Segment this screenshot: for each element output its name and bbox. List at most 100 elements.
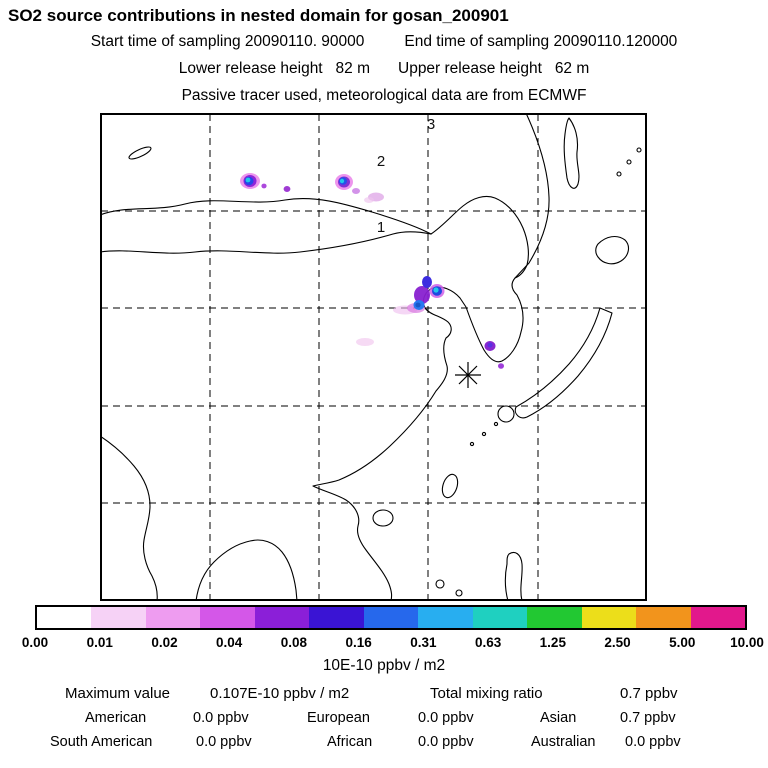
colorbar-tick-label: 10.00 [730, 635, 764, 650]
coast-luzon [504, 551, 523, 601]
kuril-island [636, 147, 642, 153]
border-mongolia-north [100, 198, 432, 235]
border-mongolia-south [100, 231, 432, 254]
stats-row-max: Maximum value 0.107E-10 ppbv / m2 Total … [0, 685, 768, 704]
colorbar-segment [690, 607, 746, 628]
tracer-note-line: Passive tracer used, meteorological data… [0, 87, 768, 105]
colorbar-tick-label: 0.31 [410, 635, 437, 650]
map-point-label: 3 [427, 116, 435, 133]
coast-taiwan [441, 473, 459, 499]
island-small [435, 579, 445, 589]
colorbar-tick-label: 0.63 [474, 635, 502, 650]
region-australian-label: Australian [531, 734, 596, 750]
concentration-blob [339, 178, 345, 184]
coast-honshu [514, 307, 613, 419]
region-asian-value: 0.7 ppbv [620, 710, 676, 726]
concentration-blob [245, 177, 251, 183]
concentration-blob [415, 302, 421, 308]
coast-kyushu [497, 405, 515, 423]
kuril-island [616, 171, 622, 177]
colorbar-tick-label: 0.02 [151, 635, 178, 650]
receptor-star-marker [455, 362, 481, 388]
colorbar-tick-label: 0.16 [345, 635, 372, 650]
coastlines [100, 113, 642, 601]
coast-hokkaido [595, 235, 630, 265]
island-small [455, 589, 463, 597]
concentration-blob-layer [240, 173, 504, 369]
release-height-line: Lower release height 82 m Upper release … [0, 60, 768, 78]
total-mixing-ratio-label: Total mixing ratio [430, 685, 543, 702]
lower-release-text: Lower release height 82 m [178, 60, 370, 77]
colorbar-tick-label: 0.04 [216, 635, 243, 650]
upper-release-text: Upper release height 62 m [398, 60, 590, 77]
map-point-labels: 1 2 3 [377, 116, 435, 236]
region-south-american-label: South American [50, 734, 153, 750]
coast-sakhalin [563, 117, 580, 189]
ryukyu-island [469, 441, 475, 447]
colorbar-segment [200, 607, 255, 628]
concentration-blob [261, 183, 267, 189]
coast-hainan [372, 509, 394, 527]
concentration-blob [352, 188, 360, 194]
ryukyu-island [493, 421, 499, 427]
coast-malay-peninsula [195, 539, 298, 601]
colorbar-segment [636, 607, 691, 628]
region-african-value: 0.0 ppbv [418, 734, 474, 750]
colorbar [35, 605, 747, 630]
concentration-blob [433, 287, 439, 293]
map-panel: 1 2 3 [100, 113, 647, 601]
concentration-blob [498, 363, 504, 369]
region-asian-label: Asian [540, 710, 577, 726]
concentration-blob [422, 276, 432, 288]
concentration-blob [356, 338, 374, 346]
concentration-blob [364, 197, 374, 203]
colorbar-tick-label: 0.01 [86, 635, 113, 650]
start-time-text: Start time of sampling 20090110. 90000 [90, 33, 365, 50]
end-time-text: End time of sampling 20090110.120000 [404, 33, 678, 50]
tracer-note-text: Passive tracer used, meteorological data… [181, 87, 587, 104]
colorbar-segment [363, 607, 419, 628]
lake-baikal [128, 146, 152, 160]
max-value: 0.107E-10 ppbv / m2 [210, 685, 350, 702]
total-mixing-ratio-value: 0.7 ppbv [620, 685, 678, 702]
map-point-label: 1 [377, 219, 385, 236]
max-value-label: Maximum value [65, 685, 171, 702]
colorbar-tick-label: 0.00 [21, 635, 49, 650]
colorbar-segment [581, 607, 637, 628]
map-svg: 1 2 3 [100, 113, 647, 601]
stats-row-regions-1: American 0.0 ppbv European 0.0 ppbv Asia… [0, 710, 768, 729]
ryukyu-island [481, 431, 487, 437]
border-manchuria [430, 195, 529, 279]
kuril-island [626, 159, 632, 165]
map-point-label: 2 [377, 153, 385, 170]
region-african-label: African [327, 734, 373, 750]
colorbar-segment [527, 607, 582, 628]
coast-mainland-asia [312, 113, 550, 601]
colorbar-tick-label: 5.00 [669, 635, 696, 650]
region-american-value: 0.0 ppbv [193, 710, 249, 726]
colorbar-segment [254, 607, 310, 628]
region-european-value: 0.0 ppbv [418, 710, 474, 726]
plot-title: SO2 source contributions in nested domai… [8, 6, 509, 25]
concentration-blob [283, 186, 291, 192]
colorbar-segment [418, 607, 473, 628]
colorbar-tick-label: 1.25 [539, 635, 566, 650]
colorbar-tick-label: 0.08 [280, 635, 308, 650]
region-american-label: American [85, 710, 147, 726]
colorbar-units: 10E-10 ppbv / m2 [322, 657, 446, 674]
map-border [100, 113, 647, 601]
colorbar-segment [37, 607, 92, 628]
sampling-time-line: Start time of sampling 20090110. 90000 E… [0, 33, 768, 51]
region-australian-value: 0.0 ppbv [625, 734, 681, 750]
colorbar-tick-labels: 0.00 0.01 0.02 0.04 0.08 0.16 0.31 0.63 1.25 2.50… [22, 635, 764, 653]
colorbar-segment [91, 607, 146, 628]
concentration-blob [414, 286, 430, 304]
colorbar-tick-label: 2.50 [604, 635, 631, 650]
stats-row-regions-2: South American 0.0 ppbv African 0.0 ppbv… [0, 734, 768, 753]
coast-bay-of-bengal [100, 435, 158, 601]
colorbar-segment [309, 607, 364, 628]
region-south-american-value: 0.0 ppbv [196, 734, 252, 750]
colorbar-segment [472, 607, 528, 628]
concentration-blob [487, 342, 493, 348]
colorbar-segment [145, 607, 201, 628]
